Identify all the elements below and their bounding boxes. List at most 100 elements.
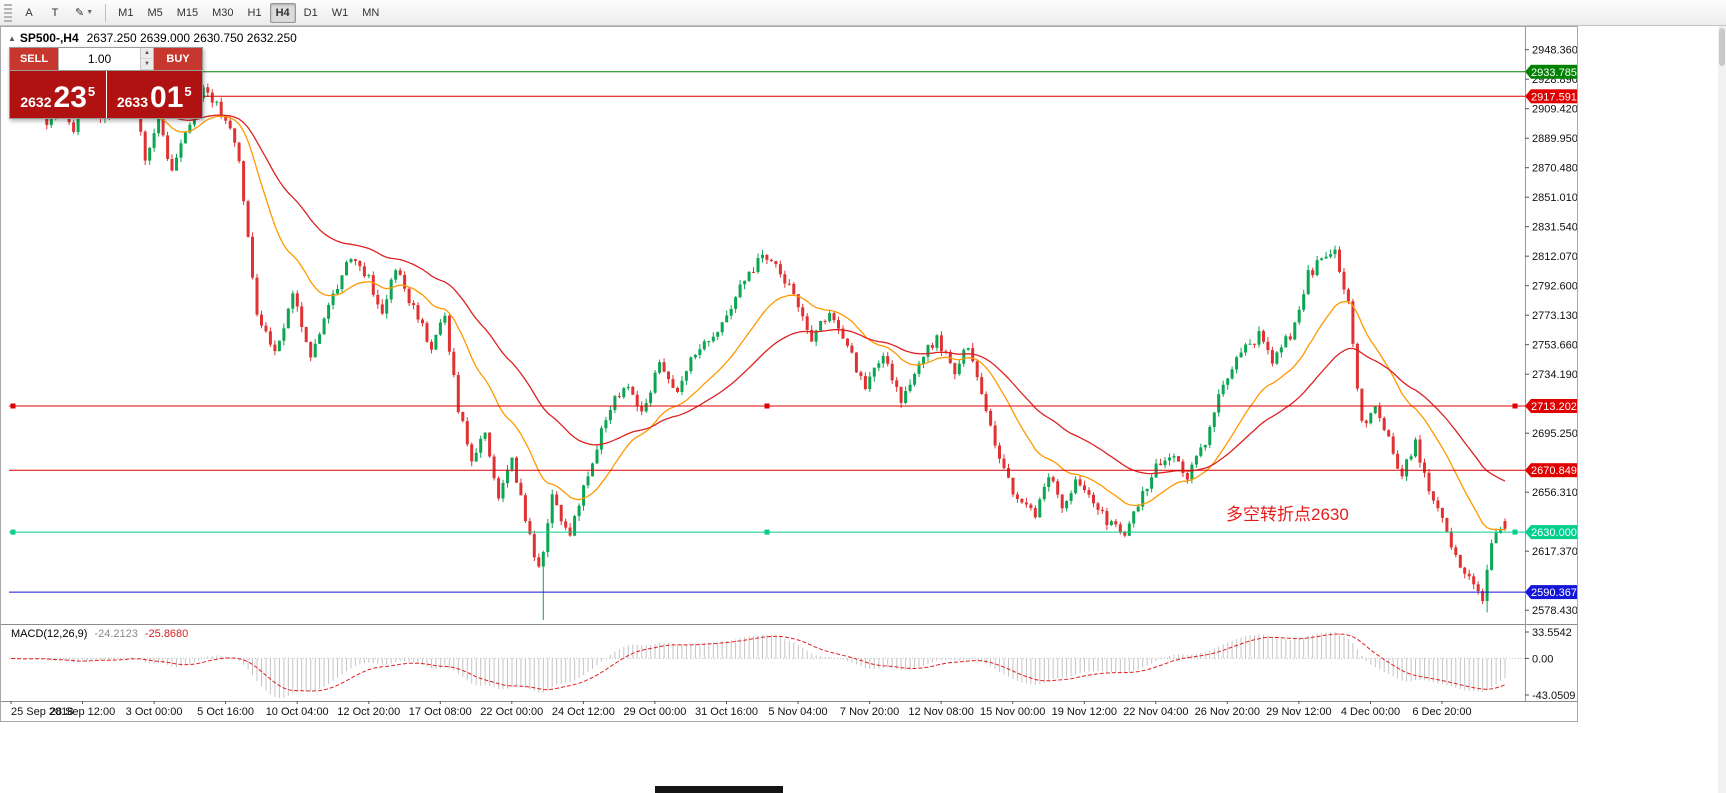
scrollbar-thumb[interactable] bbox=[1719, 28, 1725, 66]
horizontal-lines bbox=[9, 71, 1525, 593]
svg-text:2713.202: 2713.202 bbox=[1531, 401, 1577, 413]
timeframe-button-m1[interactable]: M1 bbox=[118, 6, 134, 19]
price-tick-label: 2831.540 bbox=[1532, 222, 1577, 234]
time-tick-label: 4 Dec 00:00 bbox=[1341, 706, 1400, 718]
timeframe-button-m5[interactable]: M5 bbox=[147, 6, 163, 19]
macd-indicator-header: MACD(12,26,9) -24.2123 -25.8680 bbox=[11, 628, 188, 640]
bid-price-display[interactable]: 2632 23 5 bbox=[10, 71, 106, 118]
price-badge-2590.367: 2590.367 bbox=[1525, 585, 1577, 600]
svg-text:2917.591: 2917.591 bbox=[1531, 91, 1577, 103]
time-tick-label: 17 Oct 08:00 bbox=[409, 706, 472, 718]
taskbar-fragment bbox=[655, 786, 783, 793]
timeframe-button-h4[interactable]: H4 bbox=[269, 2, 296, 23]
macd-axis-label: 0.00 bbox=[1532, 653, 1553, 665]
chart-ohlc-label: 2637.250 2639.000 2630.750 2632.250 bbox=[86, 31, 297, 45]
macd-axis-label: 33.5542 bbox=[1532, 627, 1572, 639]
svg-text:2630.000: 2630.000 bbox=[1531, 527, 1577, 539]
time-tick-label: 24 Oct 12:00 bbox=[552, 706, 615, 718]
svg-text:2590.367: 2590.367 bbox=[1531, 587, 1577, 599]
line-handle[interactable] bbox=[10, 529, 16, 535]
timeframe-button-h1[interactable]: H1 bbox=[247, 6, 262, 19]
chart-text-annotation[interactable]: 多空转折点2630 bbox=[1226, 505, 1349, 524]
chart-canvas[interactable]: 2948.3602928.8902909.4202889.9502870.480… bbox=[1, 27, 1577, 721]
time-tick-label: 29 Oct 00:00 bbox=[623, 706, 686, 718]
candlestick-series bbox=[9, 80, 1507, 620]
toolbar-grip[interactable] bbox=[4, 3, 12, 22]
line-handle[interactable] bbox=[764, 403, 770, 409]
ask-pips-digits: 01 bbox=[150, 81, 184, 114]
macd-label: MACD(12,26,9) bbox=[11, 628, 88, 640]
volume-decrease-button[interactable]: ▼ bbox=[141, 59, 153, 70]
price-tick-label: 2734.190 bbox=[1532, 369, 1577, 381]
volume-input[interactable] bbox=[59, 48, 140, 70]
timeframe-button-m15[interactable]: M15 bbox=[176, 6, 199, 19]
price-tick-label: 2870.480 bbox=[1532, 163, 1577, 175]
time-tick-label: 6 Dec 20:00 bbox=[1412, 706, 1471, 718]
chart-symbol-label: SP500-,H4 bbox=[19, 31, 79, 45]
buy-button[interactable]: BUY bbox=[154, 48, 202, 70]
vertical-scrollbar[interactable] bbox=[1718, 26, 1726, 793]
svg-text:2933.785: 2933.785 bbox=[1531, 67, 1577, 79]
text-tool-icon[interactable]: T bbox=[51, 6, 59, 19]
bid-pips-digits: 23 bbox=[53, 81, 87, 114]
time-tick-label: 10 Oct 04:00 bbox=[266, 706, 329, 718]
toolbar-separator bbox=[105, 3, 107, 22]
time-tick-label: 29 Nov 12:00 bbox=[1266, 706, 1331, 718]
svg-text:2670.849: 2670.849 bbox=[1531, 465, 1577, 477]
timeframe-button-d1[interactable]: D1 bbox=[303, 6, 318, 19]
time-tick-label: 26 Nov 20:00 bbox=[1195, 706, 1260, 718]
time-tick-label: 12 Nov 08:00 bbox=[908, 706, 973, 718]
window-collapse-icon[interactable]: ▲ bbox=[8, 34, 16, 43]
timeframe-button-mn[interactable]: MN bbox=[362, 6, 380, 19]
price-tick-label: 2909.420 bbox=[1532, 104, 1577, 116]
time-tick-label: 7 Nov 20:00 bbox=[840, 706, 899, 718]
price-badge-2713.202: 2713.202 bbox=[1525, 399, 1577, 413]
timeframe-toolbar: M1 M5 M15 M30 H1 H4 D1 W1 MN bbox=[111, 2, 386, 23]
price-badge-2670.849: 2670.849 bbox=[1525, 463, 1577, 478]
price-badge-2933.785: 2933.785 bbox=[1525, 64, 1577, 79]
volume-increase-button[interactable]: ▲ bbox=[141, 48, 153, 59]
price-tick-label: 2753.660 bbox=[1532, 340, 1577, 352]
chart-title: ▲ SP500-,H4 2637.250 2639.000 2630.750 263… bbox=[8, 31, 297, 45]
bid-point-digit: 5 bbox=[87, 84, 96, 99]
time-tick-label: 5 Nov 04:00 bbox=[768, 706, 827, 718]
price-badge-2917.591: 2917.591 bbox=[1525, 89, 1577, 104]
volume-spinner: ▲ ▼ bbox=[140, 48, 153, 70]
line-handle[interactable] bbox=[764, 529, 770, 535]
timeframe-button-m30[interactable]: M30 bbox=[212, 6, 234, 19]
dropdown-chevron-icon: ▼ bbox=[86, 9, 94, 16]
annotate-tool-icon[interactable]: A bbox=[25, 6, 33, 19]
time-tick-label: 3 Oct 00:00 bbox=[126, 706, 183, 718]
line-handle[interactable] bbox=[10, 403, 16, 409]
timeframe-button-w1[interactable]: W1 bbox=[331, 6, 349, 19]
chart-window: 2948.360 2928.890 2909.420 2889.950 2870.480… bbox=[0, 26, 1578, 722]
price-tick-label: 2889.950 bbox=[1532, 133, 1577, 145]
macd-main-value: -24.2123 bbox=[94, 628, 138, 640]
ask-price-display[interactable]: 2633 01 5 bbox=[106, 71, 202, 118]
price-tick-label: 2948.360 bbox=[1532, 45, 1577, 57]
line-handle[interactable] bbox=[1512, 529, 1518, 535]
time-tick-label: 22 Oct 00:00 bbox=[480, 706, 543, 718]
time-tick-label: 15 Nov 00:00 bbox=[980, 706, 1045, 718]
price-tick-label: 2617.370 bbox=[1532, 546, 1577, 558]
time-tick-label: 25 Sep 2018 bbox=[11, 706, 73, 718]
draw-tool-icon[interactable]: ✎ ▼ bbox=[75, 7, 94, 19]
macd-axis-label: -43.0509 bbox=[1532, 690, 1575, 702]
price-tick-label: 2773.130 bbox=[1532, 310, 1577, 322]
time-tick-label: 28 Sep 12:00 bbox=[50, 706, 115, 718]
macd-signal-value: -25.8680 bbox=[144, 628, 189, 640]
price-tick-label: 2812.070 bbox=[1532, 251, 1577, 263]
time-tick-label: 19 Nov 12:00 bbox=[1052, 706, 1117, 718]
line-handle[interactable] bbox=[1512, 403, 1518, 409]
macd-axis[interactable]: 33.5542 0.00 -43.0509 bbox=[1525, 627, 1575, 702]
sell-button[interactable]: SELL bbox=[10, 48, 58, 70]
price-tick-label: 2656.310 bbox=[1532, 487, 1577, 499]
price-badge-2630.000: 2630.000 bbox=[1525, 525, 1577, 540]
time-tick-label: 12 Oct 20:00 bbox=[337, 706, 400, 718]
time-tick-label: 5 Oct 16:00 bbox=[197, 706, 254, 718]
price-tick-label: 2578.430 bbox=[1532, 605, 1577, 617]
main-toolbar: A T ✎ ▼ M1 M5 M15 M30 H1 H4 D1 W1 MN bbox=[0, 0, 1726, 26]
price-tick-label: 2792.600 bbox=[1532, 281, 1577, 293]
